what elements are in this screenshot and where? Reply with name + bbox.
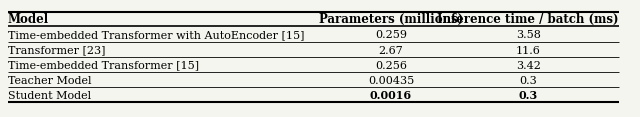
- Text: Parameters (millions): Parameters (millions): [319, 13, 463, 26]
- Text: 2.67: 2.67: [379, 46, 403, 56]
- Text: 11.6: 11.6: [516, 46, 541, 56]
- Text: 0.3: 0.3: [519, 76, 537, 86]
- Text: 0.00435: 0.00435: [368, 76, 414, 86]
- Text: 0.259: 0.259: [375, 31, 407, 40]
- Text: 0.0016: 0.0016: [370, 90, 412, 101]
- Text: Model: Model: [8, 13, 49, 26]
- Text: 3.58: 3.58: [516, 31, 541, 40]
- Text: 3.42: 3.42: [516, 61, 541, 71]
- Text: Transformer [23]: Transformer [23]: [8, 46, 105, 56]
- Text: 0.3: 0.3: [518, 90, 538, 101]
- Text: 0.256: 0.256: [375, 61, 407, 71]
- Text: Time-embedded Transformer with AutoEncoder [15]: Time-embedded Transformer with AutoEncod…: [8, 31, 304, 40]
- Text: Teacher Model: Teacher Model: [8, 76, 91, 86]
- Text: Time-embedded Transformer [15]: Time-embedded Transformer [15]: [8, 61, 199, 71]
- Text: Inference time / batch (ms): Inference time / batch (ms): [437, 13, 619, 26]
- Text: Student Model: Student Model: [8, 91, 91, 101]
